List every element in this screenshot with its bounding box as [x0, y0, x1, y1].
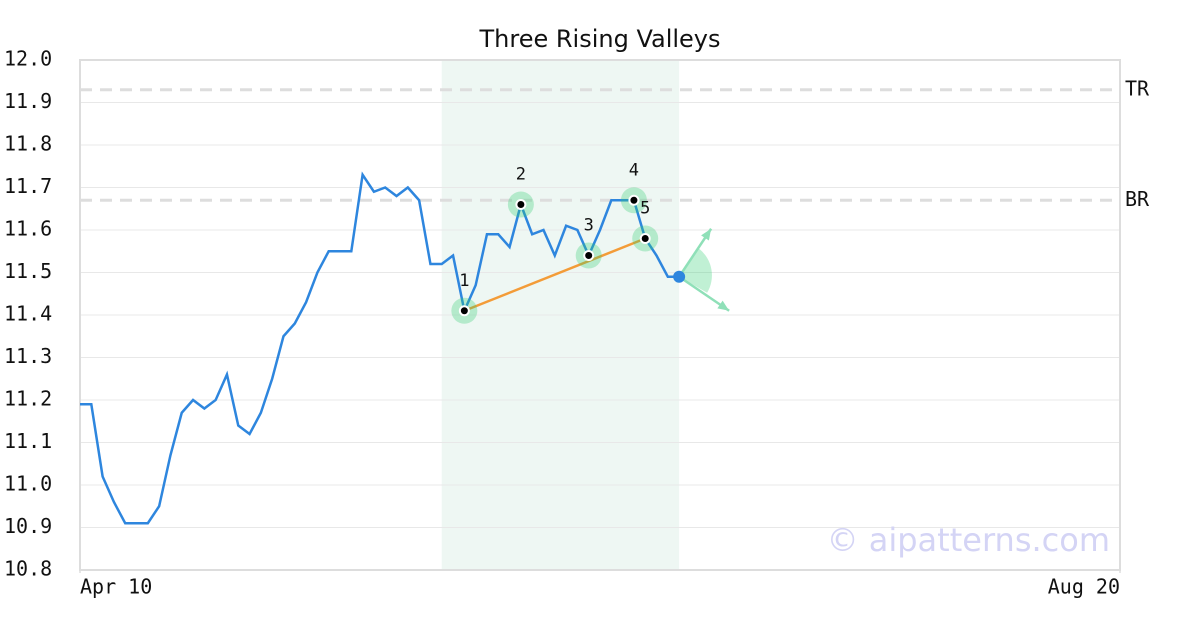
last-point	[673, 270, 686, 283]
x-tick-label: Apr 10	[80, 575, 152, 599]
y-tick-label: 10.8	[4, 557, 52, 581]
pattern-point	[458, 305, 470, 317]
pattern-label: 1	[459, 271, 469, 291]
y-tick-label: 12.0	[4, 47, 52, 71]
trend-line	[463, 237, 646, 312]
y-tick-label: 11.6	[4, 217, 52, 241]
y-tick-label: 11.7	[4, 174, 52, 198]
watermark: © aipatterns.com	[827, 521, 1110, 559]
pattern-label: 5	[640, 199, 650, 219]
y-tick-label: 11.8	[4, 132, 52, 156]
y-tick-label: 11.3	[4, 344, 52, 368]
y-tick-label: 11.2	[4, 387, 52, 411]
y-tick-label: 10.9	[4, 514, 52, 538]
y-tick-label: 11.5	[4, 259, 52, 283]
pattern-label: 2	[516, 165, 526, 185]
plot-frame	[79, 59, 1121, 571]
pattern-point	[515, 199, 527, 210]
level-label: TR	[1125, 76, 1150, 100]
price-line	[80, 171, 680, 525]
x-tick-label: Aug 20	[1048, 575, 1120, 599]
projection-wedge	[679, 248, 712, 293]
y-tick-label: 11.0	[4, 472, 52, 496]
pattern-point	[583, 250, 595, 261]
arrow-head	[717, 300, 730, 311]
pattern-label: 3	[584, 216, 594, 236]
y-tick-label: 11.4	[4, 302, 52, 326]
y-tick-label: 11.9	[4, 89, 52, 113]
y-tick-label: 11.1	[4, 429, 52, 453]
chart-title: Three Rising Valleys	[478, 25, 720, 53]
pattern-point	[628, 194, 640, 206]
pattern-label: 4	[629, 160, 639, 180]
pattern-point	[639, 233, 651, 244]
level-label: BR	[1125, 187, 1150, 211]
arrow-head	[701, 228, 712, 241]
